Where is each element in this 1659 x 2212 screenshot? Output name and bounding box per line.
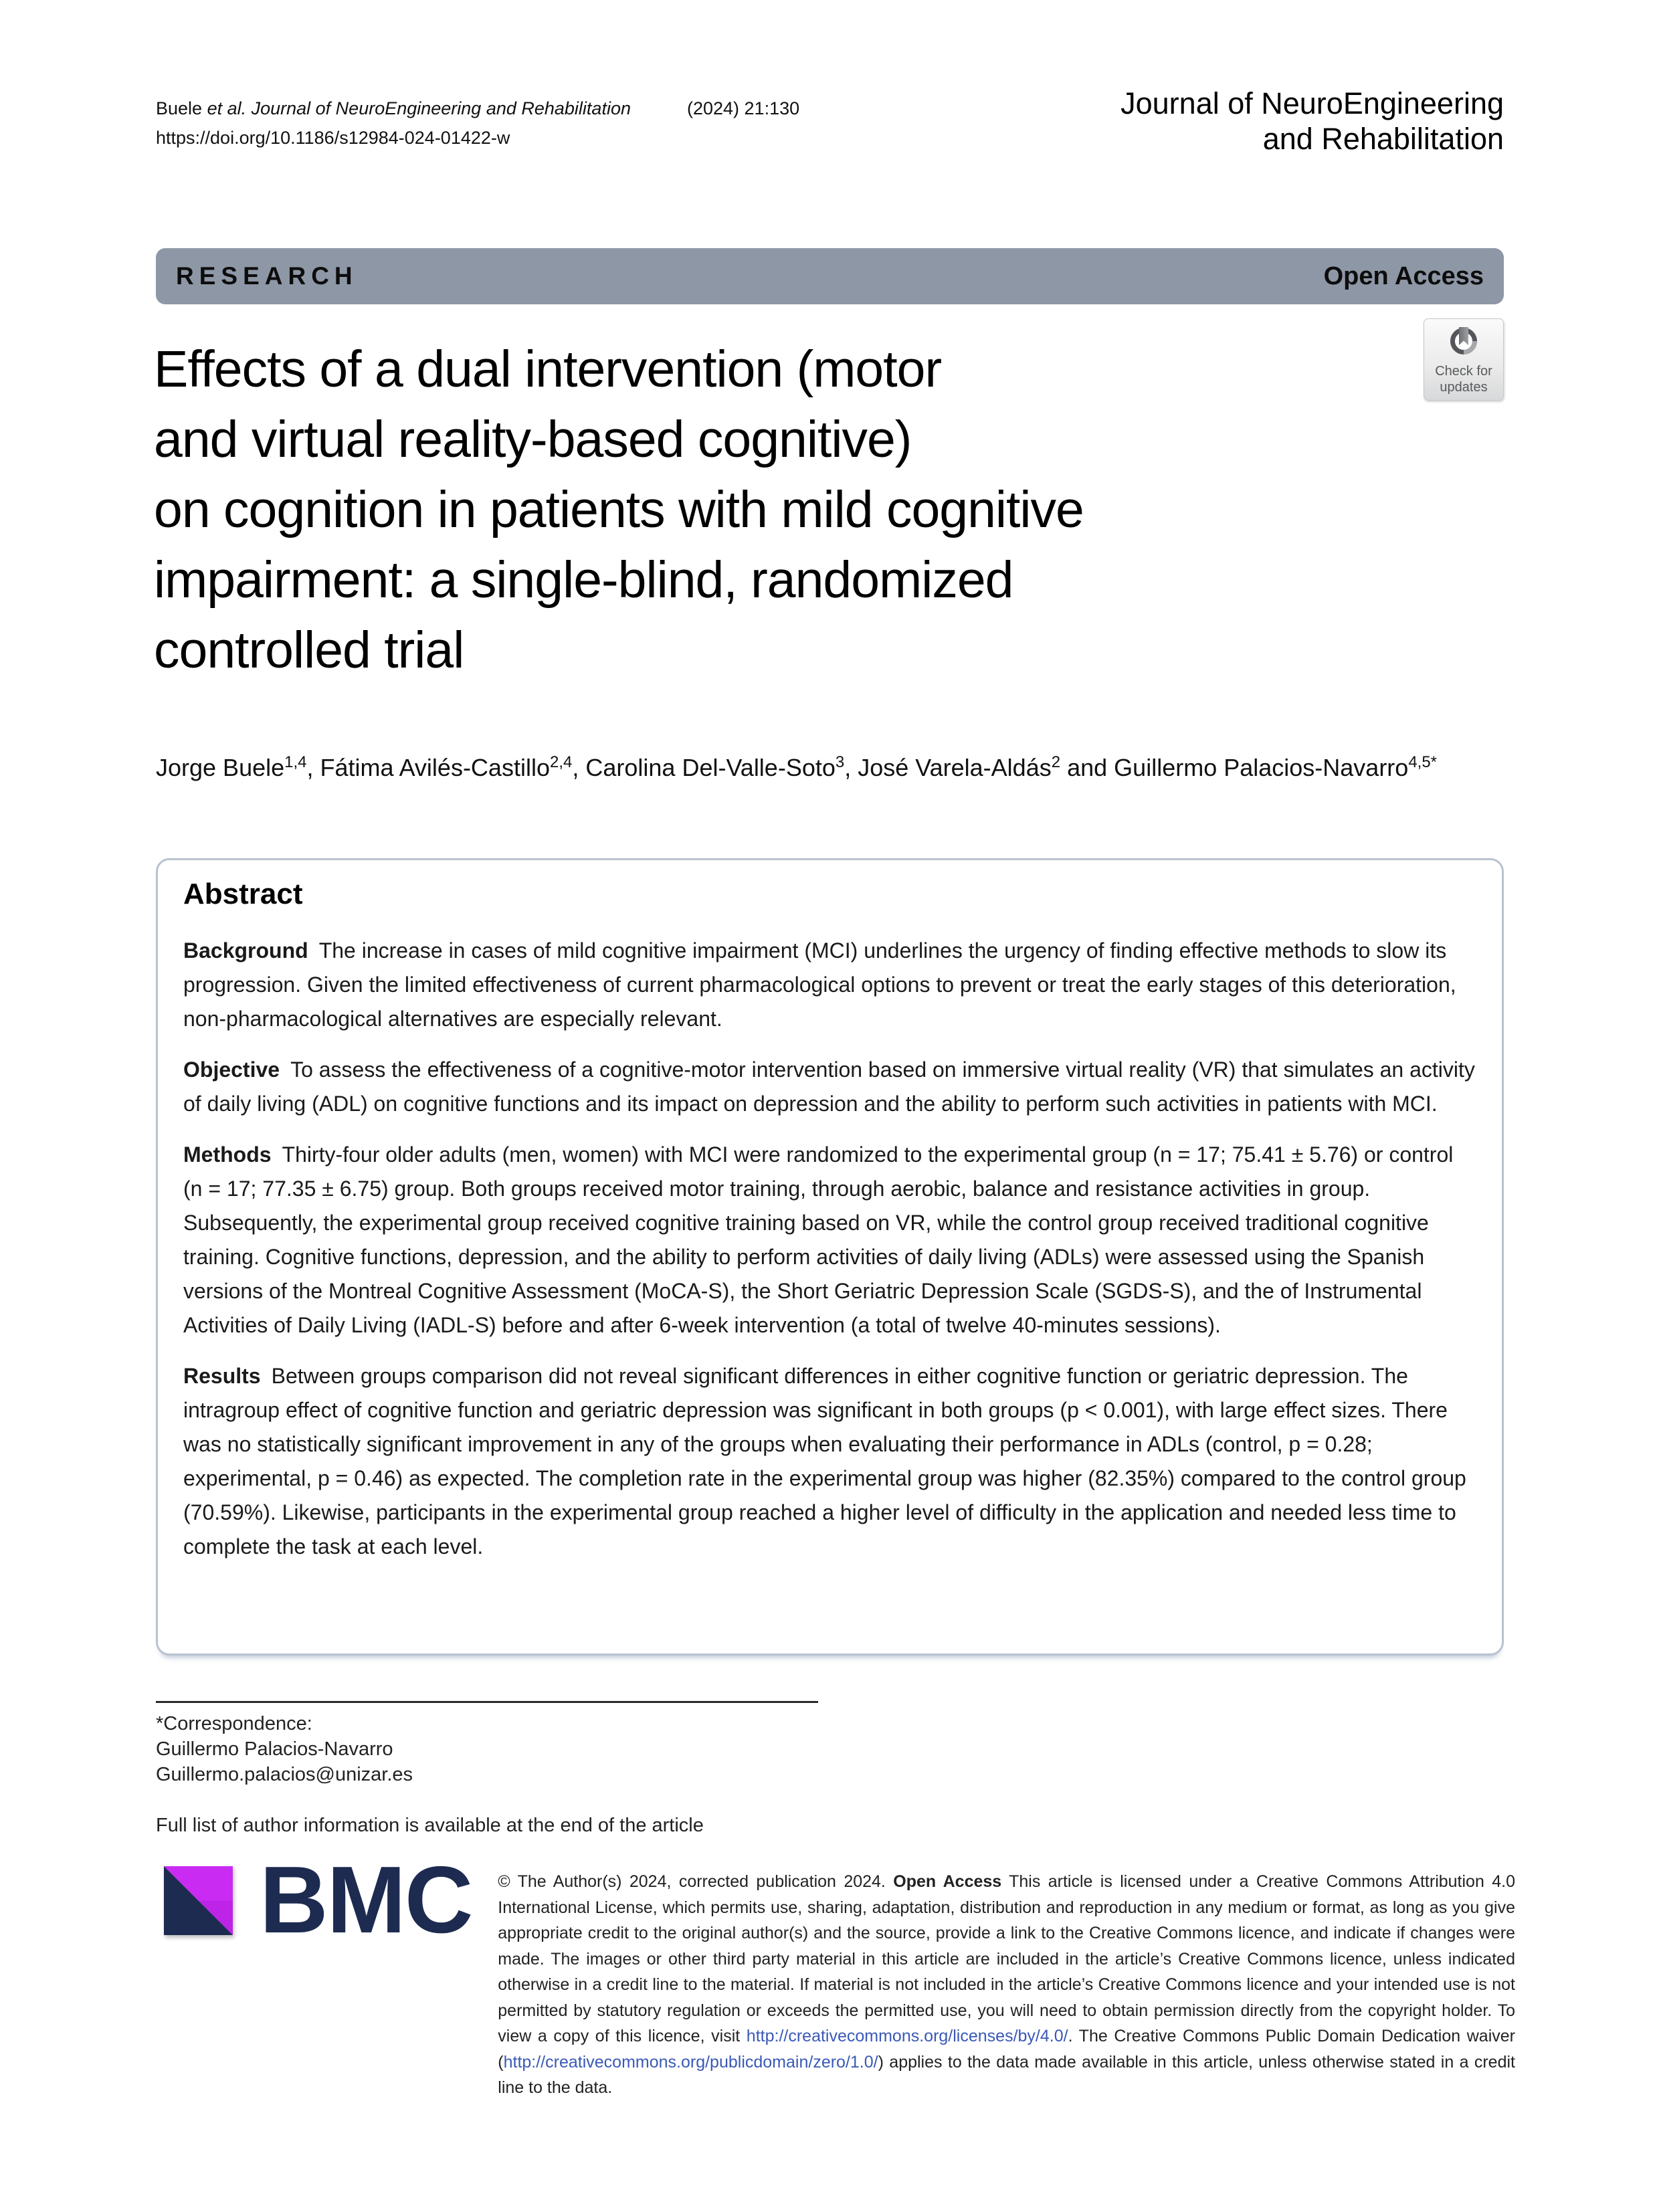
- author-affiliation-sup: 4,5*: [1408, 753, 1438, 771]
- citation-author: Buele: [156, 98, 207, 118]
- citation-issue: (2024) 21:130: [686, 98, 800, 118]
- citation-journal: et al. Journal of NeuroEngineering and R…: [207, 98, 631, 118]
- abstract-paragraph-results: Results Between groups comparison did not…: [183, 1364, 1466, 1559]
- author-name: Fátima Avilés-Castillo: [320, 754, 550, 781]
- article-title-line: impairment: a single-blind, randomized: [154, 551, 1013, 609]
- journal-name-line1: Journal of NeuroEngineering: [1120, 86, 1504, 120]
- correspondence-label: *Correspondence:: [156, 1713, 312, 1734]
- author-affiliation-sup: 2,4: [549, 753, 573, 771]
- author-name: Guillermo Palacios-Navarro: [1114, 754, 1409, 781]
- abstract-paragraph-methods: Methods Thirty-four older adults (men, wo…: [183, 1142, 1454, 1337]
- crossmark-icon: [1450, 327, 1477, 355]
- article-title-line: Effects of a dual intervention (motor: [154, 340, 942, 398]
- abstract-paragraph-objective: Objective To assess the effectiveness of …: [183, 1058, 1475, 1116]
- author-info-note: Full list of author information is avail…: [156, 1815, 704, 1836]
- paragraph-label: Methods: [183, 1142, 272, 1167]
- abstract-heading: Abstract: [183, 878, 303, 910]
- cc-by-license-link[interactable]: http://creativecommons.org/licenses/by/4…: [746, 2027, 1068, 2045]
- article-title-line: controlled trial: [154, 621, 464, 679]
- author-name: Jorge Buele: [156, 754, 285, 781]
- doi-link[interactable]: https://doi.org/10.1186/s12984-024-01422…: [156, 128, 510, 148]
- correspondence-email[interactable]: Guillermo.palacios@unizar.es: [156, 1764, 413, 1785]
- author-name: Carolina Del-Valle-Soto: [585, 754, 836, 781]
- bmc-logo-text: BMC: [260, 1847, 473, 1953]
- correspondence-name: Guillermo Palacios-Navarro: [156, 1738, 393, 1760]
- article-type-label: RESEARCH: [176, 262, 358, 290]
- author-affiliation-sup: 2: [1051, 753, 1061, 771]
- article-title-line: and virtual reality-based cognitive): [154, 411, 912, 468]
- journal-name-line2: and Rehabilitation: [1262, 122, 1504, 156]
- author-list: Jorge Buele1,4, Fátima Avilés-Castillo2,…: [156, 753, 1438, 781]
- article-title-line: on cognition in patients with mild cogni…: [154, 481, 1084, 538]
- check-for-updates-button[interactable]: Check for updates: [1424, 318, 1504, 401]
- author-affiliation-sup: 3: [835, 753, 845, 771]
- bmc-logo: BMC: [164, 1847, 498, 2101]
- open-access-inline: Open Access: [893, 1872, 1002, 1891]
- correspondence-block: *Correspondence: Guillermo Palacios-Nava…: [156, 1701, 818, 1838]
- license-text: © The Author(s) 2024, corrected publicat…: [498, 1872, 1515, 2097]
- cc-zero-waiver-link[interactable]: http://creativecommons.org/publicdomain/…: [503, 2052, 878, 2072]
- author-name: José Varela-Aldás: [858, 754, 1052, 781]
- check-for-updates-label: Check for updates: [1435, 364, 1492, 395]
- citation-header: Buele et al. Journal of NeuroEngineering…: [156, 94, 799, 153]
- article-title: Effects of a dual intervention (motor an…: [154, 334, 1084, 686]
- abstract-section: Abstract Background The increase in cases…: [156, 858, 1504, 1655]
- citation-line: Buele et al. Journal of NeuroEngineering…: [156, 94, 799, 123]
- author-affiliation-sup: 1,4: [284, 753, 307, 771]
- page-footer: BMC © The Author(s) 2024, corrected publ…: [164, 1847, 1515, 2101]
- journal-name: Journal of NeuroEngineering and Rehabili…: [1120, 86, 1504, 157]
- paragraph-label: Objective: [183, 1058, 280, 1082]
- open-access-label: Open Access: [1323, 262, 1484, 290]
- divider: [156, 1701, 818, 1703]
- abstract-paragraph-background: Background The increase in cases of mild …: [183, 938, 1456, 1031]
- paragraph-label: Results: [183, 1364, 261, 1388]
- article-type-banner: RESEARCH Open Access: [156, 248, 1504, 304]
- bmc-logo-icon: [164, 1866, 233, 1935]
- paragraph-label: Background: [183, 938, 308, 963]
